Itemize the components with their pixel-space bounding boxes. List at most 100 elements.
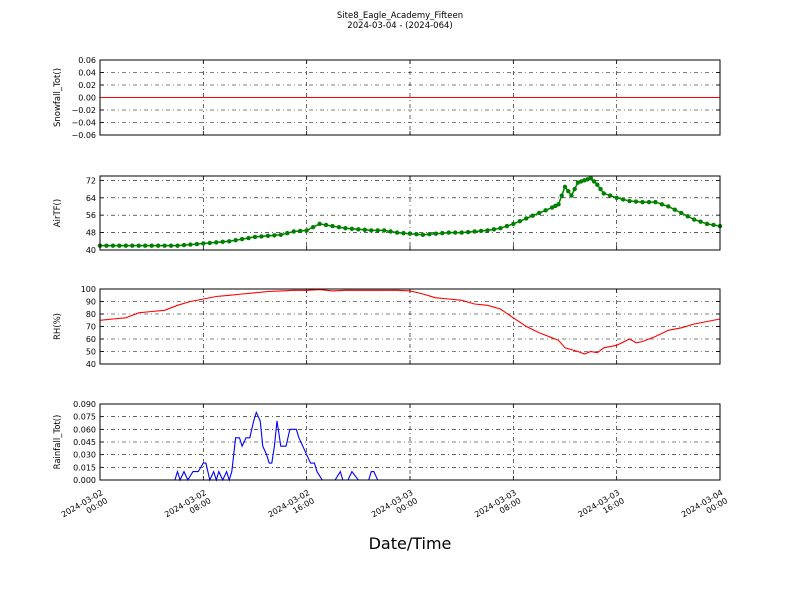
- data-point: [601, 191, 606, 196]
- y-tick-label: 0.06: [78, 56, 96, 65]
- y-tick-label: 72: [86, 176, 96, 185]
- data-point: [572, 186, 577, 192]
- data-point: [511, 221, 516, 227]
- x-tick-label: 2024-03-0400:00: [680, 488, 729, 527]
- data-point: [323, 222, 329, 228]
- data-point: [336, 224, 342, 230]
- data-point: [285, 230, 290, 236]
- y-tick-label: 0.02: [78, 81, 96, 90]
- panel-frame: [99, 403, 721, 481]
- data-point: [375, 228, 380, 233]
- data-point: [298, 228, 303, 234]
- panel-frame: [99, 59, 721, 136]
- data-point: [562, 184, 568, 190]
- data-point: [226, 239, 232, 244]
- data-point: [633, 199, 639, 204]
- data-point: [239, 236, 245, 242]
- x-tick-label: 2024-03-0316:00: [576, 488, 625, 527]
- data-point: [711, 222, 716, 228]
- x-tick-label: 2024-03-0308:00: [473, 488, 522, 527]
- data-point: [640, 199, 645, 205]
- data-point: [620, 197, 626, 202]
- data-point: [110, 243, 116, 248]
- data-point: [304, 228, 309, 233]
- panel-3: 100 90 80 70 60 50 40 RH(%): [53, 285, 721, 369]
- data-point: [524, 216, 529, 221]
- x-tick-label: 2024-03-0200:00: [60, 488, 109, 527]
- y-tick-label: 60: [86, 335, 96, 344]
- data-point: [433, 231, 439, 236]
- data-point: [672, 207, 677, 212]
- y-tick-label: 64: [86, 194, 96, 203]
- data-point: [356, 227, 361, 232]
- data-point: [194, 241, 200, 247]
- data-point: [330, 223, 335, 229]
- chart-title: Site8_Eagle_Academy_Fifteen: [336, 11, 464, 21]
- x-tick-label: 2024-03-0300:00: [370, 488, 419, 527]
- panel-frame: [99, 175, 721, 251]
- data-point: [679, 210, 684, 216]
- y-tick-label: 0.015: [73, 463, 96, 472]
- y-axis-label: RH(%): [53, 313, 63, 340]
- data-point: [659, 202, 665, 207]
- y-tick-label: −0.02: [71, 106, 96, 115]
- data-point: [310, 224, 316, 230]
- data-point: [214, 240, 219, 245]
- data-point: [136, 243, 141, 248]
- data-point: [123, 243, 129, 248]
- data-point: [530, 213, 535, 218]
- data-point: [201, 241, 206, 246]
- data-point: [543, 208, 548, 213]
- y-tick-label: 50: [86, 348, 96, 357]
- y-tick-label: 0.060: [73, 425, 96, 434]
- y-tick-label: 0.030: [73, 451, 96, 460]
- data-point: [369, 228, 374, 233]
- panel-frame: [99, 288, 721, 365]
- panel-1: 0.06 0.04 0.02 0.00 −0.02 −0.04 −0.06 Snowfall_…: [53, 56, 721, 140]
- data-point: [401, 230, 406, 236]
- data-point: [614, 195, 619, 200]
- data-point: [291, 229, 296, 234]
- data-point: [536, 210, 542, 216]
- data-point: [233, 238, 238, 243]
- y-tick-label: 0.000: [73, 476, 96, 485]
- data-point: [698, 219, 703, 224]
- data-point: [181, 242, 187, 248]
- y-axis-label: Snowfall_Tot(): [53, 68, 63, 127]
- data-point: [420, 232, 426, 237]
- data-point: [388, 229, 393, 234]
- data-point: [685, 214, 690, 219]
- data-point: [207, 240, 212, 246]
- y-tick-label: 48: [86, 229, 96, 238]
- y-tick-label: 80: [86, 310, 96, 319]
- data-point: [491, 227, 497, 232]
- data-point: [220, 239, 225, 245]
- y-tick-label: 100: [81, 285, 96, 294]
- data-point: [168, 243, 174, 248]
- data-point: [143, 243, 148, 248]
- data-point: [591, 179, 597, 184]
- data-point: [259, 234, 264, 239]
- data-point: [317, 221, 322, 227]
- y-axis-label: Rainfall_Tot(): [53, 415, 63, 470]
- data-point: [117, 243, 122, 248]
- data-point: [246, 235, 251, 241]
- data-point: [252, 234, 258, 240]
- data-point: [666, 204, 671, 209]
- data-point: [278, 232, 284, 237]
- data-point: [427, 232, 432, 237]
- data-point: [155, 243, 161, 248]
- data-point: [104, 243, 109, 248]
- y-tick-label: −0.06: [71, 131, 96, 140]
- data-point: [453, 230, 458, 235]
- x-axis-label: Date/Time: [368, 534, 452, 553]
- data-point: [188, 242, 193, 247]
- data-point: [349, 226, 355, 231]
- y-tick-label: 40: [86, 360, 96, 369]
- data-point: [407, 231, 413, 236]
- y-tick-label: 0.075: [73, 413, 96, 422]
- data-point: [691, 217, 697, 222]
- data-point: [394, 230, 400, 235]
- data-point: [646, 199, 652, 205]
